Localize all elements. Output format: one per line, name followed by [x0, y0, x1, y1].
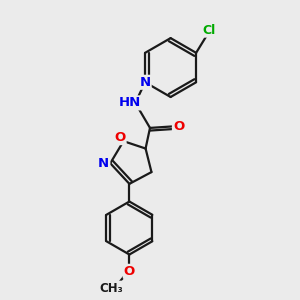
Text: O: O [114, 131, 126, 144]
Text: N: N [98, 157, 109, 170]
Text: CH₃: CH₃ [100, 282, 124, 295]
Text: O: O [173, 120, 184, 133]
Text: Cl: Cl [202, 24, 215, 37]
Text: O: O [124, 265, 135, 278]
Text: N: N [140, 76, 151, 89]
Text: HN: HN [119, 96, 141, 110]
